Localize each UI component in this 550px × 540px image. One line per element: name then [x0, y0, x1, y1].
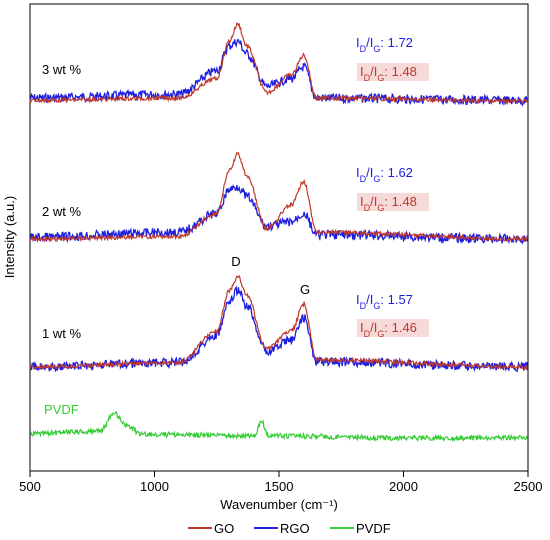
x-tick-label: 1500 — [265, 479, 294, 494]
spectra-traces — [29, 22, 529, 443]
series-line-rgo-1 — [29, 38, 529, 108]
panel-label: PVDF — [44, 402, 79, 417]
ratio-highlight — [357, 193, 429, 211]
x-tick-label: 500 — [19, 479, 41, 494]
x-tick-label: 2000 — [389, 479, 418, 494]
legend-label-go: GO — [214, 521, 234, 536]
legend-label-pvdf: PVDF — [356, 521, 391, 536]
x-tick-label: 2500 — [514, 479, 543, 494]
y-axis-title: Intensity (a.u.) — [2, 196, 17, 278]
panel-label: 3 wt % — [42, 62, 81, 77]
ratio-highlight — [357, 63, 429, 81]
series-line-pvdf-4 — [29, 411, 529, 443]
panel-label: 2 wt % — [42, 204, 81, 219]
id-ig-ratio-rgo: ID/IG: 1.57 — [356, 292, 413, 311]
series-line-rgo-3 — [29, 285, 529, 373]
series-line-go-1 — [29, 22, 529, 106]
d-peak-label: D — [231, 254, 240, 269]
series-line-go-3 — [29, 274, 528, 371]
id-ig-ratio-rgo: ID/IG: 1.62 — [356, 165, 413, 184]
panel-label: 1 wt % — [42, 326, 81, 341]
panel-labels: 3 wt % ID/IG: 1.72 ID/IG: 1.48 2 wt % ID/IG:… — [42, 35, 429, 417]
ratio-highlight — [357, 319, 429, 337]
id-ig-ratio-rgo: ID/IG: 1.72 — [356, 35, 413, 54]
x-tick-label: 1000 — [140, 479, 169, 494]
series-line-rgo-2 — [29, 184, 529, 245]
id-ig-ratio-go: ID/IG: 1.46 — [360, 320, 417, 339]
x-axis-ticks: 500 1000 1500 2000 2500 — [19, 471, 542, 494]
legend-label-rgo: RGO — [280, 521, 310, 536]
g-peak-label: G — [300, 282, 310, 297]
x-axis-title: Wavenumber (cm⁻¹) — [220, 497, 338, 512]
id-ig-ratio-go: ID/IG: 1.48 — [360, 64, 417, 83]
legend: GO RGO PVDF — [188, 521, 391, 536]
id-ig-ratio-go: ID/IG: 1.48 — [360, 194, 417, 213]
series-line-go-2 — [29, 151, 529, 243]
